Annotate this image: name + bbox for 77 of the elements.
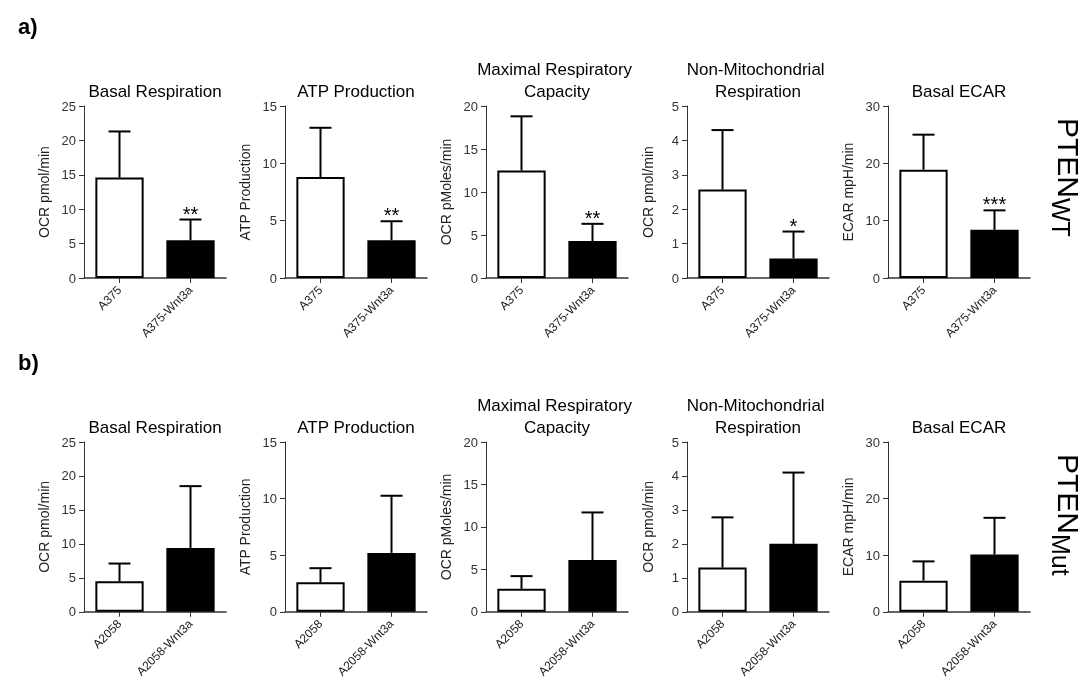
y-tick-label: 0	[269, 270, 277, 286]
y-tick-label: 0	[68, 604, 76, 620]
y-tick-label: 15	[61, 502, 76, 518]
y-tick-label: 25	[61, 434, 76, 450]
y-axis-title: OCR pmol/min	[35, 480, 52, 573]
y-tick-label: 20	[61, 468, 76, 484]
y-tick-label: 15	[262, 98, 277, 114]
y-tick-label: 20	[865, 155, 880, 171]
y-tick-label: 20	[463, 98, 478, 114]
y-tick-label: 10	[865, 213, 880, 229]
y-axis-title: ATP Production	[236, 143, 253, 241]
y-tick-label: 25	[61, 98, 76, 114]
y-axis-title: OCR pMoles/min	[437, 138, 454, 246]
chart-title: Maximal Respiratory Capacity	[477, 395, 637, 437]
y-tick-label: 5	[671, 98, 679, 114]
y-tick-label: 3	[671, 502, 679, 518]
y-axis-title: OCR pmol/min	[640, 480, 656, 573]
y-tick-label: 4	[671, 132, 679, 148]
chart-title: Basal Respiration	[88, 81, 222, 101]
y-tick-label: 15	[463, 141, 478, 157]
y-tick-label: 5	[68, 236, 76, 252]
y-tick-label: 0	[269, 604, 277, 620]
y-tick-label: 10	[463, 184, 478, 200]
annotation: ***	[982, 193, 1007, 216]
y-tick-label: 20	[61, 132, 76, 148]
y-tick-label: 15	[61, 167, 76, 183]
y-tick-label: 3	[671, 167, 679, 183]
y-tick-label: 30	[865, 434, 880, 450]
y-tick-label: 15	[463, 476, 478, 492]
y-tick-label: 0	[470, 270, 478, 286]
y-tick-label: 5	[671, 434, 679, 450]
y-tick-label: 10	[865, 547, 880, 563]
annotation: **	[584, 206, 601, 229]
y-tick-label: 0	[671, 604, 679, 620]
y-tick-label: 0	[872, 604, 880, 620]
chart-title: ATP Production	[297, 417, 415, 437]
chart-title: Non-Mitochondrial Respiration	[686, 59, 830, 101]
y-tick-label: 5	[68, 570, 76, 586]
chart-title: Maximal Respiratory Capacity	[477, 59, 637, 101]
y-tick-label: 5	[269, 213, 277, 229]
y-tick-label: 5	[269, 547, 277, 563]
y-tick-label: 10	[61, 201, 76, 217]
text: a)	[18, 14, 38, 40]
y-tick-label: 20	[463, 434, 478, 450]
y-tick-label: 10	[463, 519, 478, 535]
y-tick-label: 10	[262, 155, 277, 171]
chart-title: Basal ECAR	[911, 417, 1007, 437]
y-axis-title: OCR pmol/min	[35, 146, 52, 238]
y-axis-title: ECAR mpH/min	[839, 142, 856, 242]
y-tick-label: 20	[865, 491, 880, 507]
y-tick-label: 1	[671, 570, 679, 586]
y-tick-label: 2	[671, 536, 679, 552]
y-axis-title: OCR pMoles/min	[437, 473, 454, 581]
y-tick-label: 5	[470, 227, 478, 243]
y-tick-label: 10	[61, 536, 76, 552]
annotation: **	[383, 204, 400, 227]
y-tick-label: 4	[671, 468, 679, 484]
y-tick-label: 0	[470, 604, 478, 620]
y-tick-label: 5	[470, 561, 478, 577]
y-axis-title: ATP Production	[236, 478, 253, 576]
y-tick-label: 1	[671, 236, 679, 252]
y-tick-label: 15	[262, 434, 277, 450]
chart-title: Basal Respiration	[88, 417, 222, 437]
annotation: **	[182, 202, 199, 225]
y-tick-label: 0	[671, 270, 679, 286]
text: b)	[18, 350, 39, 376]
y-tick-label: 0	[68, 270, 76, 286]
y-tick-label: 0	[872, 270, 880, 286]
y-axis-title: ECAR mpH/min	[839, 477, 856, 577]
chart-title: Non-Mitochondrial Respiration	[686, 395, 830, 437]
chart-title: ATP Production	[297, 81, 415, 101]
chart-title: Basal ECAR	[911, 81, 1007, 101]
y-axis-title: OCR pmol/min	[640, 146, 656, 238]
y-tick-label: 30	[865, 98, 880, 114]
y-tick-label: 2	[671, 201, 679, 217]
annotation: *	[789, 214, 798, 237]
y-tick-label: 10	[262, 491, 277, 507]
